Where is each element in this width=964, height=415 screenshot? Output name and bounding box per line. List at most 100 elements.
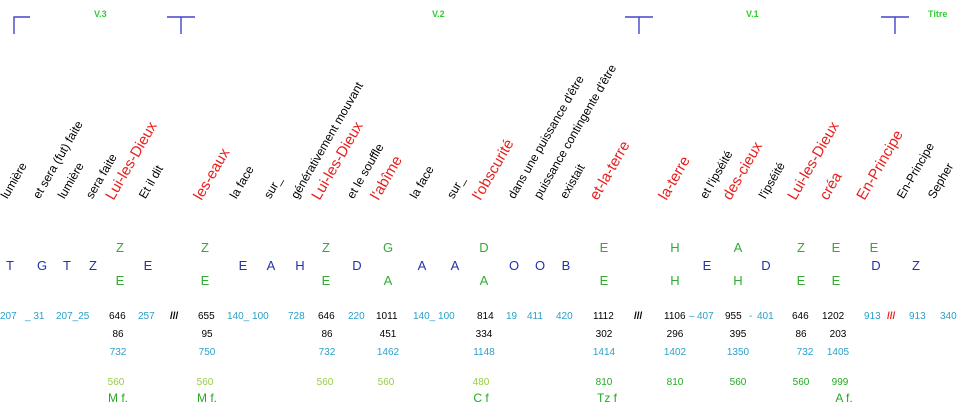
value-yellowgreen: 560: [316, 377, 334, 388]
value-black: 395: [729, 329, 747, 340]
blue-letter: H: [295, 258, 305, 273]
green-letter: E: [831, 273, 841, 288]
word-label: créa: [816, 169, 846, 203]
value-cyan: 1148: [473, 347, 495, 358]
value-cyan: 207: [0, 311, 17, 322]
bracket-mark: [881, 16, 909, 34]
value-cyan: 1414: [592, 347, 616, 358]
value-black: 302: [595, 329, 613, 340]
green-letter: A: [383, 273, 393, 288]
value-black: 646: [109, 311, 126, 322]
verse-2-header: V.2: [432, 9, 445, 19]
green-letter: A: [479, 273, 489, 288]
value-green: 810: [666, 377, 684, 388]
value-black: 1112: [593, 311, 614, 322]
value-cyan: 420: [556, 311, 573, 322]
value-black: 646: [318, 311, 335, 322]
word-label: l'ipséité: [755, 159, 788, 201]
value-cyan: 220: [348, 311, 365, 322]
blue-letter: D: [761, 258, 771, 273]
value-black: 203: [829, 329, 847, 340]
value-green: 560: [792, 377, 810, 388]
word-label: Et il dit: [135, 162, 167, 201]
value-cyan: 732: [796, 347, 814, 358]
verse-1-header: V.1: [746, 9, 759, 19]
green-letter: A: [733, 240, 743, 255]
blue-letter: E: [143, 258, 153, 273]
value-cyan: 1402: [663, 347, 687, 358]
green-letter: E: [831, 240, 841, 255]
value-cyan: 401: [757, 311, 774, 322]
blue-letter: A: [417, 258, 427, 273]
value-black: 451: [379, 329, 397, 340]
blue-letter: A: [266, 258, 276, 273]
value-black: 646: [792, 311, 809, 322]
value-black: 1011: [376, 311, 398, 322]
value-cyan: 913: [864, 311, 881, 322]
green-letter: E: [869, 240, 879, 255]
value-cyan: 407: [697, 311, 714, 322]
value-cyan: 732: [318, 347, 336, 358]
value-yellowgreen: 560: [196, 377, 214, 388]
verse-3-header: V.3: [94, 9, 107, 19]
value-cyan: 207_25: [56, 311, 90, 322]
bottom-label: C f: [473, 391, 489, 405]
word-label: la face: [226, 163, 257, 201]
blue-letter: T: [63, 258, 71, 273]
value-black: 1202: [822, 311, 845, 322]
green-letter: H: [733, 273, 743, 288]
red-separator: ///: [887, 311, 896, 322]
bottom-label: Tz f: [597, 391, 617, 405]
separator: ///: [170, 311, 179, 322]
blue-letter: T: [6, 258, 14, 273]
bracket-mark: [625, 16, 653, 34]
blue-letter: G: [36, 258, 48, 273]
blue-letter: Z: [89, 258, 97, 273]
value-black: 95: [201, 329, 213, 340]
value-cyan: 1405: [826, 347, 850, 358]
word-label: la face: [406, 163, 437, 201]
green-letter: E: [115, 273, 125, 288]
green-letter: Z: [201, 240, 209, 255]
blue-letter: O: [508, 258, 520, 273]
green-letter: H: [670, 273, 680, 288]
value-black: 296: [666, 329, 684, 340]
blue-letter: A: [450, 258, 460, 273]
word-label: sur_: [443, 173, 468, 201]
word-label: la-terre: [655, 153, 694, 203]
bracket-mark: [13, 16, 30, 34]
green-letter: Z: [797, 240, 805, 255]
value-cyan: 340: [940, 311, 957, 322]
value-black: 814: [477, 311, 494, 322]
value-green: 810: [595, 377, 613, 388]
value-green: 560: [729, 377, 747, 388]
value-black: 1106: [664, 311, 686, 322]
word-label: lumière: [0, 159, 30, 201]
value-cyan: 750: [198, 347, 216, 358]
value-cyan: 257: [138, 311, 155, 322]
green-letter: G: [382, 240, 394, 255]
blue-letter: O: [534, 258, 546, 273]
green-letter: D: [479, 240, 489, 255]
value-cyan: 728: [288, 311, 305, 322]
dash: –: [689, 311, 695, 322]
title-header: Titre: [928, 9, 948, 19]
value-cyan: 732: [109, 347, 127, 358]
word-label: Sepher: [924, 160, 957, 201]
value-black: 86: [112, 329, 124, 340]
blue-letter: E: [702, 258, 712, 273]
blue-letter: Z: [912, 258, 920, 273]
blue-letter: B: [561, 258, 571, 273]
bottom-label: M f.: [197, 391, 217, 405]
green-letter: Z: [116, 240, 124, 255]
value-cyan: 411: [527, 311, 543, 322]
green-letter: E: [200, 273, 210, 288]
value-yellowgreen: 560: [107, 377, 125, 388]
value-black: 655: [198, 311, 215, 322]
bracket-marks: [13, 16, 909, 34]
value-cyan: _ 31: [25, 311, 45, 322]
word-label: et-la-terre: [586, 138, 634, 203]
blue-letter: E: [238, 258, 248, 273]
value-cyan: 913: [909, 311, 926, 322]
value-cyan: 1462: [376, 347, 400, 358]
